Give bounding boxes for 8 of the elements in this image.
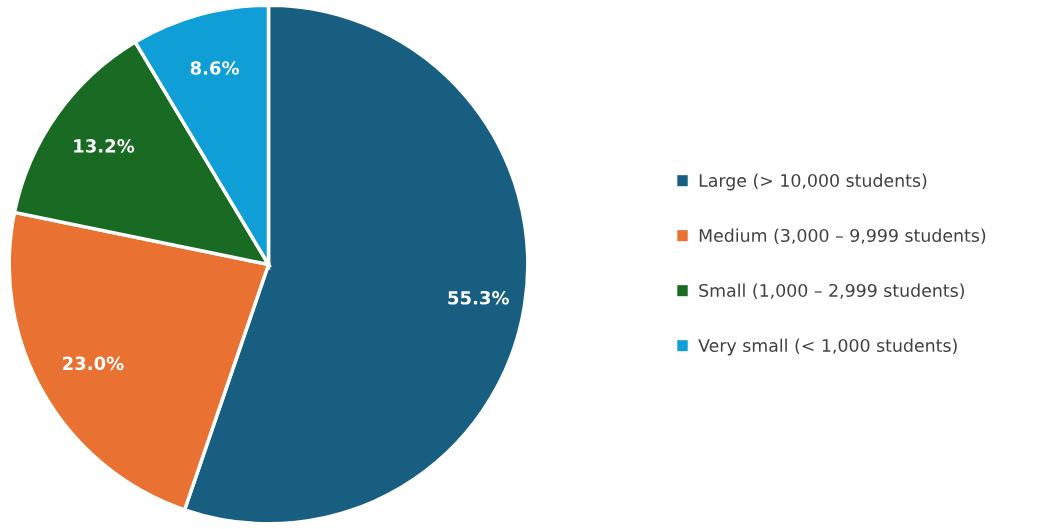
data-label: 23.0% (63, 356, 124, 371)
legend-label: Small (1,000 – 2,999 students) (699, 283, 964, 300)
data-label: 55.3% (448, 290, 509, 305)
legend-label: Large (> 10,000 students) (699, 173, 927, 191)
data-label: 8.6% (190, 61, 240, 75)
legend-label: Medium (3,000 – 9,999 students) (699, 228, 986, 245)
legend-label: Very small (< 1,000 students) (698, 338, 957, 356)
data-label: 13.2% (74, 139, 135, 153)
